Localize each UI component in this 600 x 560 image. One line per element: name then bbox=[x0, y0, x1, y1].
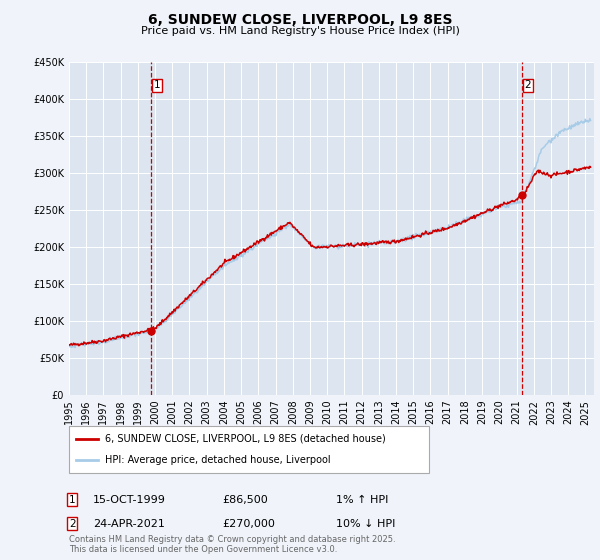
Text: 1% ↑ HPI: 1% ↑ HPI bbox=[336, 494, 388, 505]
Text: 2: 2 bbox=[524, 80, 531, 90]
Text: 2: 2 bbox=[69, 519, 76, 529]
Text: Price paid vs. HM Land Registry's House Price Index (HPI): Price paid vs. HM Land Registry's House … bbox=[140, 26, 460, 36]
Text: 1: 1 bbox=[69, 494, 76, 505]
Text: £270,000: £270,000 bbox=[222, 519, 275, 529]
Text: 6, SUNDEW CLOSE, LIVERPOOL, L9 8ES: 6, SUNDEW CLOSE, LIVERPOOL, L9 8ES bbox=[148, 13, 452, 27]
Text: 24-APR-2021: 24-APR-2021 bbox=[93, 519, 165, 529]
Text: 15-OCT-1999: 15-OCT-1999 bbox=[93, 494, 166, 505]
Text: 10% ↓ HPI: 10% ↓ HPI bbox=[336, 519, 395, 529]
Text: £86,500: £86,500 bbox=[222, 494, 268, 505]
Text: 6, SUNDEW CLOSE, LIVERPOOL, L9 8ES (detached house): 6, SUNDEW CLOSE, LIVERPOOL, L9 8ES (deta… bbox=[105, 434, 386, 444]
Text: Contains HM Land Registry data © Crown copyright and database right 2025.
This d: Contains HM Land Registry data © Crown c… bbox=[69, 535, 395, 554]
Text: 1: 1 bbox=[154, 80, 161, 90]
Text: HPI: Average price, detached house, Liverpool: HPI: Average price, detached house, Live… bbox=[105, 455, 331, 465]
